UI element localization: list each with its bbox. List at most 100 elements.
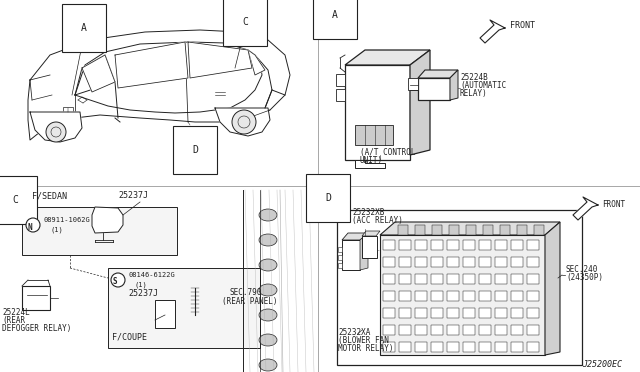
- FancyBboxPatch shape: [399, 308, 411, 318]
- FancyBboxPatch shape: [511, 342, 523, 352]
- Polygon shape: [380, 235, 545, 355]
- FancyBboxPatch shape: [447, 291, 459, 301]
- FancyBboxPatch shape: [495, 291, 507, 301]
- FancyBboxPatch shape: [415, 257, 427, 267]
- FancyBboxPatch shape: [342, 240, 360, 270]
- FancyBboxPatch shape: [495, 274, 507, 284]
- Text: FRONT: FRONT: [602, 200, 625, 209]
- Text: A: A: [81, 23, 87, 33]
- FancyBboxPatch shape: [415, 342, 427, 352]
- Text: (REAR PANEL): (REAR PANEL): [222, 297, 278, 306]
- FancyBboxPatch shape: [22, 207, 177, 255]
- FancyBboxPatch shape: [527, 291, 539, 301]
- Polygon shape: [215, 108, 270, 136]
- FancyBboxPatch shape: [463, 325, 475, 335]
- FancyBboxPatch shape: [495, 308, 507, 318]
- FancyBboxPatch shape: [399, 274, 411, 284]
- FancyBboxPatch shape: [355, 125, 393, 145]
- FancyBboxPatch shape: [511, 240, 523, 250]
- Polygon shape: [545, 222, 560, 355]
- Polygon shape: [345, 50, 430, 65]
- Text: (BLOWER FAN: (BLOWER FAN: [338, 336, 389, 345]
- FancyBboxPatch shape: [447, 274, 459, 284]
- FancyBboxPatch shape: [155, 300, 175, 328]
- FancyBboxPatch shape: [527, 257, 539, 267]
- Polygon shape: [360, 233, 368, 270]
- Polygon shape: [418, 70, 458, 78]
- Text: 25224L: 25224L: [2, 308, 29, 317]
- FancyBboxPatch shape: [527, 240, 539, 250]
- FancyBboxPatch shape: [336, 74, 345, 86]
- Text: 25237J: 25237J: [128, 289, 158, 298]
- Polygon shape: [248, 50, 265, 75]
- FancyBboxPatch shape: [337, 210, 582, 365]
- FancyBboxPatch shape: [447, 240, 459, 250]
- FancyBboxPatch shape: [479, 291, 491, 301]
- FancyBboxPatch shape: [527, 325, 539, 335]
- Ellipse shape: [259, 259, 277, 271]
- FancyBboxPatch shape: [483, 225, 493, 235]
- FancyBboxPatch shape: [399, 240, 411, 250]
- FancyBboxPatch shape: [338, 255, 342, 260]
- Text: D: D: [325, 193, 331, 203]
- Text: S: S: [113, 278, 117, 286]
- FancyBboxPatch shape: [495, 257, 507, 267]
- Polygon shape: [418, 78, 450, 100]
- FancyBboxPatch shape: [431, 257, 443, 267]
- Text: C: C: [12, 195, 18, 205]
- Polygon shape: [380, 222, 560, 235]
- FancyBboxPatch shape: [415, 274, 427, 284]
- FancyBboxPatch shape: [415, 240, 427, 250]
- Text: (REAR: (REAR: [2, 316, 25, 325]
- FancyBboxPatch shape: [431, 325, 443, 335]
- Polygon shape: [188, 42, 252, 78]
- Text: C: C: [242, 17, 248, 27]
- Text: (1): (1): [50, 226, 63, 232]
- FancyBboxPatch shape: [447, 308, 459, 318]
- Text: 25224B: 25224B: [460, 73, 488, 82]
- FancyBboxPatch shape: [479, 342, 491, 352]
- Polygon shape: [355, 160, 385, 168]
- FancyBboxPatch shape: [383, 257, 395, 267]
- FancyBboxPatch shape: [383, 342, 395, 352]
- Text: (ACC RELAY): (ACC RELAY): [352, 216, 403, 225]
- FancyBboxPatch shape: [449, 225, 459, 235]
- FancyBboxPatch shape: [463, 274, 475, 284]
- Text: N: N: [28, 222, 32, 231]
- FancyBboxPatch shape: [463, 240, 475, 250]
- Text: DEFOGGER RELAY): DEFOGGER RELAY): [2, 324, 72, 333]
- Circle shape: [26, 218, 40, 232]
- Text: (AUTOMATIC: (AUTOMATIC: [460, 81, 506, 90]
- FancyBboxPatch shape: [362, 236, 377, 258]
- FancyBboxPatch shape: [511, 325, 523, 335]
- Ellipse shape: [259, 209, 277, 221]
- FancyBboxPatch shape: [479, 240, 491, 250]
- FancyBboxPatch shape: [22, 286, 50, 310]
- Polygon shape: [345, 65, 410, 160]
- FancyBboxPatch shape: [399, 325, 411, 335]
- FancyBboxPatch shape: [479, 274, 491, 284]
- Text: RELAY): RELAY): [460, 89, 488, 98]
- Polygon shape: [92, 207, 123, 233]
- Polygon shape: [30, 112, 82, 142]
- FancyBboxPatch shape: [447, 342, 459, 352]
- Polygon shape: [573, 197, 598, 220]
- FancyBboxPatch shape: [511, 291, 523, 301]
- FancyBboxPatch shape: [338, 247, 342, 252]
- Polygon shape: [450, 70, 458, 100]
- Text: UNIT): UNIT): [360, 156, 383, 165]
- FancyBboxPatch shape: [527, 308, 539, 318]
- Text: (1): (1): [135, 281, 148, 288]
- FancyBboxPatch shape: [415, 325, 427, 335]
- FancyBboxPatch shape: [517, 225, 527, 235]
- FancyBboxPatch shape: [431, 291, 443, 301]
- FancyBboxPatch shape: [511, 274, 523, 284]
- Text: F/COUPE: F/COUPE: [112, 333, 147, 342]
- Ellipse shape: [259, 234, 277, 246]
- FancyBboxPatch shape: [479, 257, 491, 267]
- FancyBboxPatch shape: [479, 308, 491, 318]
- Ellipse shape: [259, 309, 277, 321]
- FancyBboxPatch shape: [500, 225, 510, 235]
- FancyBboxPatch shape: [534, 225, 544, 235]
- FancyBboxPatch shape: [383, 291, 395, 301]
